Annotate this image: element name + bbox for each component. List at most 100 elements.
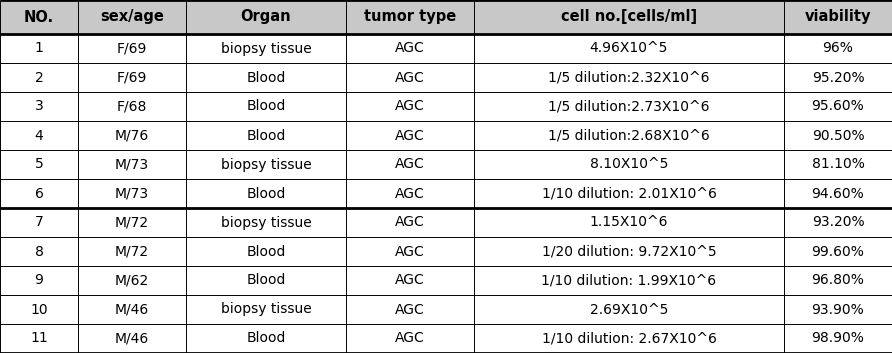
Text: tumor type: tumor type bbox=[364, 10, 456, 24]
Bar bbox=[474, 324, 784, 353]
Bar bbox=[474, 179, 784, 208]
Text: M/72: M/72 bbox=[115, 215, 149, 229]
Bar bbox=[784, 324, 892, 353]
Text: AGC: AGC bbox=[395, 71, 425, 84]
Bar bbox=[186, 63, 346, 92]
Bar bbox=[784, 266, 892, 295]
Text: M/76: M/76 bbox=[115, 128, 149, 143]
Bar bbox=[186, 34, 346, 63]
Bar bbox=[784, 237, 892, 266]
Text: 1/10 dilution: 2.67X10^6: 1/10 dilution: 2.67X10^6 bbox=[541, 331, 716, 346]
Text: 2: 2 bbox=[35, 71, 44, 84]
Text: 96.80%: 96.80% bbox=[812, 274, 864, 287]
Text: Blood: Blood bbox=[246, 128, 285, 143]
Text: 1: 1 bbox=[35, 42, 44, 55]
Bar bbox=[0, 0, 78, 34]
Bar bbox=[784, 0, 892, 34]
Bar bbox=[78, 179, 186, 208]
Text: Blood: Blood bbox=[246, 245, 285, 258]
Bar bbox=[186, 92, 346, 121]
Text: 95.60%: 95.60% bbox=[812, 100, 864, 114]
Text: 1/5 dilution:2.68X10^6: 1/5 dilution:2.68X10^6 bbox=[548, 128, 710, 143]
Bar bbox=[186, 266, 346, 295]
Bar bbox=[78, 324, 186, 353]
Bar bbox=[474, 0, 784, 34]
Text: 90.50%: 90.50% bbox=[812, 128, 864, 143]
Text: sex/age: sex/age bbox=[100, 10, 164, 24]
Text: AGC: AGC bbox=[395, 128, 425, 143]
Text: 3: 3 bbox=[35, 100, 44, 114]
Text: Blood: Blood bbox=[246, 71, 285, 84]
Text: 93.90%: 93.90% bbox=[812, 303, 864, 317]
Bar bbox=[784, 121, 892, 150]
Bar bbox=[474, 121, 784, 150]
Text: M/72: M/72 bbox=[115, 245, 149, 258]
Bar bbox=[346, 208, 474, 237]
Text: 1/20 dilution: 9.72X10^5: 1/20 dilution: 9.72X10^5 bbox=[541, 245, 716, 258]
Bar bbox=[346, 0, 474, 34]
Bar bbox=[784, 208, 892, 237]
Text: 4: 4 bbox=[35, 128, 44, 143]
Bar bbox=[78, 295, 186, 324]
Bar bbox=[0, 179, 78, 208]
Text: AGC: AGC bbox=[395, 100, 425, 114]
Text: biopsy tissue: biopsy tissue bbox=[220, 215, 311, 229]
Text: biopsy tissue: biopsy tissue bbox=[220, 303, 311, 317]
Bar bbox=[0, 266, 78, 295]
Text: Blood: Blood bbox=[246, 100, 285, 114]
Text: 6: 6 bbox=[35, 186, 44, 201]
Bar bbox=[346, 266, 474, 295]
Bar bbox=[474, 92, 784, 121]
Bar bbox=[78, 208, 186, 237]
Bar bbox=[474, 266, 784, 295]
Bar bbox=[186, 0, 346, 34]
Bar bbox=[474, 34, 784, 63]
Bar bbox=[474, 237, 784, 266]
Bar bbox=[78, 63, 186, 92]
Text: 98.90%: 98.90% bbox=[812, 331, 864, 346]
Text: 99.60%: 99.60% bbox=[812, 245, 864, 258]
Text: AGC: AGC bbox=[395, 274, 425, 287]
Text: 81.10%: 81.10% bbox=[812, 157, 864, 172]
Bar bbox=[0, 34, 78, 63]
Bar bbox=[784, 92, 892, 121]
Bar bbox=[78, 34, 186, 63]
Text: 1.15X10^6: 1.15X10^6 bbox=[590, 215, 668, 229]
Text: 1/5 dilution:2.73X10^6: 1/5 dilution:2.73X10^6 bbox=[549, 100, 710, 114]
Bar bbox=[186, 295, 346, 324]
Bar bbox=[0, 63, 78, 92]
Text: AGC: AGC bbox=[395, 157, 425, 172]
Bar bbox=[346, 34, 474, 63]
Bar bbox=[186, 208, 346, 237]
Bar bbox=[78, 150, 186, 179]
Bar bbox=[0, 295, 78, 324]
Bar bbox=[186, 237, 346, 266]
Text: M/73: M/73 bbox=[115, 157, 149, 172]
Bar bbox=[186, 150, 346, 179]
Text: 5: 5 bbox=[35, 157, 44, 172]
Bar bbox=[78, 266, 186, 295]
Text: F/69: F/69 bbox=[117, 71, 147, 84]
Bar bbox=[346, 150, 474, 179]
Bar bbox=[474, 295, 784, 324]
Bar bbox=[186, 121, 346, 150]
Bar bbox=[0, 150, 78, 179]
Bar bbox=[0, 237, 78, 266]
Bar bbox=[78, 92, 186, 121]
Text: NO.: NO. bbox=[24, 10, 54, 24]
Text: 95.20%: 95.20% bbox=[812, 71, 864, 84]
Text: AGC: AGC bbox=[395, 215, 425, 229]
Bar bbox=[186, 324, 346, 353]
Bar bbox=[0, 92, 78, 121]
Bar bbox=[78, 0, 186, 34]
Text: Blood: Blood bbox=[246, 274, 285, 287]
Text: F/69: F/69 bbox=[117, 42, 147, 55]
Text: 10: 10 bbox=[30, 303, 48, 317]
Text: biopsy tissue: biopsy tissue bbox=[220, 42, 311, 55]
Text: F/68: F/68 bbox=[117, 100, 147, 114]
Bar bbox=[78, 237, 186, 266]
Text: 1/10 dilution: 2.01X10^6: 1/10 dilution: 2.01X10^6 bbox=[541, 186, 716, 201]
Text: M/62: M/62 bbox=[115, 274, 149, 287]
Bar bbox=[784, 63, 892, 92]
Text: AGC: AGC bbox=[395, 303, 425, 317]
